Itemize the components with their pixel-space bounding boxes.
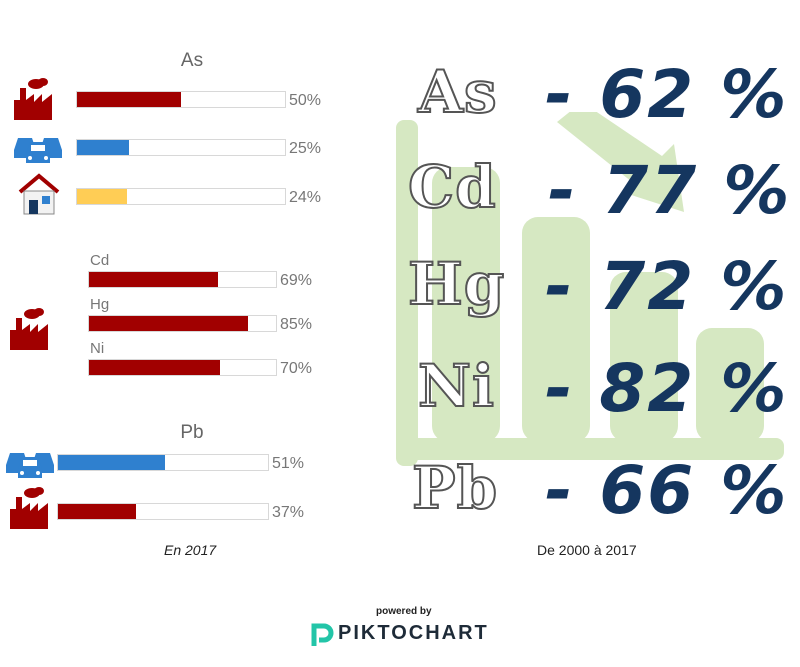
bar-track-as-transport	[76, 139, 286, 156]
element-as: As	[417, 57, 498, 127]
value-label-pb-industry: 37%	[272, 504, 305, 521]
bg-bar-1	[432, 167, 500, 442]
value-label-as-transport: 25%	[289, 140, 322, 157]
bar-ni	[89, 360, 220, 375]
sub-label-cd: Cd	[90, 252, 110, 269]
bar-hg	[89, 316, 248, 331]
element-ni: Ni	[417, 351, 496, 421]
factory-icon	[12, 76, 56, 127]
bar-track-ni	[88, 359, 277, 376]
bar-cd	[89, 272, 219, 287]
piktochart-logo-icon	[310, 622, 334, 653]
piktochart-brand: PIKTOCHART	[338, 622, 489, 644]
powered-by-text: powered by	[376, 606, 432, 617]
left-caption: En 2017	[164, 542, 217, 558]
bar-as-residential	[77, 189, 127, 204]
value-label-ni: 70%	[280, 360, 313, 377]
value-label-as-industry: 50%	[289, 92, 322, 109]
bar-track-as-industry	[76, 91, 286, 108]
bg-bar-3	[610, 272, 678, 442]
group-title-pb: Pb	[180, 422, 204, 443]
value-label-hg: 85%	[280, 316, 313, 333]
factory-icon	[8, 485, 52, 536]
bg-axis-vertical	[396, 120, 418, 466]
element-pb: Pb	[411, 453, 499, 523]
bar-track-pb-transport	[57, 454, 269, 471]
reduction-cd: - 77 %	[548, 152, 792, 229]
group-title-as: As	[180, 50, 204, 71]
cars-icon	[12, 130, 64, 169]
bar-as-industry	[77, 92, 181, 107]
element-cd: Cd	[407, 152, 497, 222]
bar-track-as-residential	[76, 188, 286, 205]
bar-pb-transport	[58, 455, 166, 470]
bg-trend-arrow	[557, 112, 684, 212]
reduction-hg: - 72 %	[545, 248, 789, 325]
factory-icon	[8, 306, 52, 357]
value-label-cd: 69%	[280, 272, 313, 289]
bg-bar-2	[522, 217, 590, 442]
cars-icon	[4, 445, 56, 484]
house-icon	[16, 172, 62, 221]
bar-track-cd	[88, 271, 277, 288]
right-caption: De 2000 à 2017	[537, 542, 637, 558]
sub-label-ni: Ni	[90, 340, 105, 357]
background-chart-graphic	[396, 112, 784, 466]
sub-label-hg: Hg	[90, 296, 110, 313]
bg-axis-horizontal	[396, 438, 784, 460]
element-hg: Hg	[407, 249, 506, 319]
bg-bar-4	[696, 328, 764, 442]
bar-track-hg	[88, 315, 277, 332]
bar-as-transport	[77, 140, 129, 155]
reduction-ni: - 82 %	[545, 350, 789, 427]
bar-track-pb-industry	[57, 503, 269, 520]
reduction-pb: - 66 %	[545, 452, 789, 529]
value-label-as-residential: 24%	[289, 189, 322, 206]
value-label-pb-transport: 51%	[272, 455, 305, 472]
bar-pb-industry	[58, 504, 136, 519]
reduction-as: - 62 %	[545, 56, 789, 133]
